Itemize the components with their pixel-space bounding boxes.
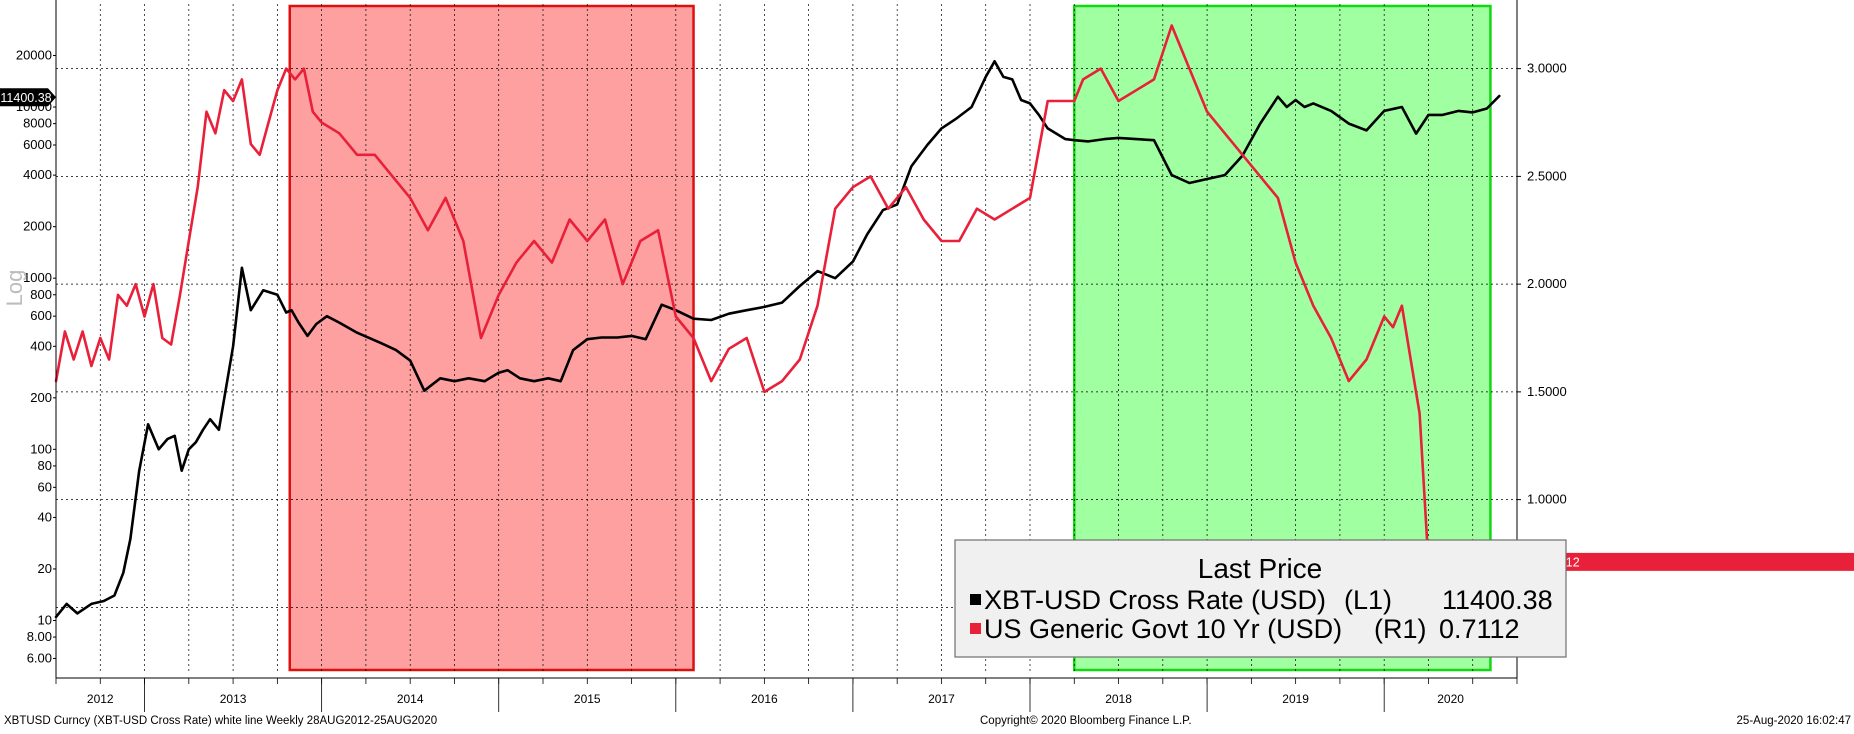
- shaded-region-1: [288, 4, 695, 672]
- left-tick-label: 8000: [23, 116, 52, 131]
- left-tick-label: 400: [30, 338, 52, 353]
- left-axis-label: Log: [2, 270, 27, 307]
- legend-ust-axis: (R1): [1374, 614, 1427, 644]
- legend-box: [954, 539, 1567, 658]
- legend: Last Price XBT-USD Cross Rate (USD) (L1)…: [954, 539, 1567, 658]
- left-tick-label: 100: [30, 441, 52, 456]
- left-tick-label: 80: [38, 458, 52, 473]
- legend-xbt-name: XBT-USD Cross Rate (USD): [984, 585, 1326, 615]
- x-tick-label: 2013: [220, 692, 247, 706]
- x-tick-label: 2012: [87, 692, 114, 706]
- x-tick-label: 2015: [574, 692, 601, 706]
- legend-swatch-ust: [970, 623, 981, 634]
- right-tick-label: 2.5000: [1527, 168, 1567, 183]
- legend-swatch-xbt: [970, 594, 981, 605]
- left-tick-label: 4000: [23, 167, 52, 182]
- left-tick-label: 10: [38, 612, 52, 627]
- right-tick-label: 1.5000: [1527, 384, 1567, 399]
- legend-title: Last Price: [1198, 553, 1323, 584]
- left-tick-label: 20000: [16, 48, 52, 63]
- series-lines: [54, 24, 1501, 619]
- x-tick-label: 2017: [928, 692, 955, 706]
- left-tick-label: 20: [38, 561, 52, 576]
- legend-xbt-value: 11400.38: [1442, 585, 1553, 615]
- left-tick-label: 6000: [23, 137, 52, 152]
- legend-xbt-axis: (L1): [1344, 585, 1392, 615]
- footer-source: XBTUSD Curncy (XBT-USD Cross Rate) white…: [4, 715, 437, 727]
- left-tick-label: 2000: [23, 219, 52, 234]
- x-tick-label: 2019: [1282, 692, 1309, 706]
- x-tick-label: 2020: [1437, 692, 1464, 706]
- series-line-ust: [54, 24, 1501, 598]
- x-tick-label: 2018: [1105, 692, 1132, 706]
- left-tick-label: 8.00: [27, 629, 52, 644]
- right-tick-label: 3.0000: [1527, 61, 1567, 76]
- right-tick-label: 1.0000: [1527, 492, 1567, 507]
- last-value-badge-right: [1522, 552, 1854, 571]
- last-value-badge-left: [0, 88, 56, 107]
- last-value-badges: 11400.380.7112: [0, 88, 1854, 571]
- legend-ust-name: US Generic Govt 10 Yr (USD): [984, 614, 1342, 644]
- left-tick-label: 800: [30, 287, 52, 302]
- right-tick-label: 2.0000: [1527, 276, 1567, 291]
- left-tick-label: 40: [38, 509, 52, 524]
- left-tick-label: 600: [30, 308, 52, 323]
- x-tick-label: 2014: [397, 692, 424, 706]
- legend-ust-value: 0.7112: [1439, 614, 1520, 644]
- series-line-xbt: [54, 59, 1501, 619]
- footer-copyright: Copyright© 2020 Bloomberg Finance L.P.: [980, 715, 1192, 727]
- tick-labels: 6.00 8.00 10 20 40 60 80 100 200 400 600 800 1000 200…: [16, 48, 1567, 712]
- left-tick-label: 6.00: [27, 650, 52, 665]
- left-tick-label: 60: [38, 479, 52, 494]
- last-value-label-left: 11400.38: [0, 91, 51, 105]
- left-tick-label: 200: [30, 390, 52, 405]
- footer-timestamp: 25-Aug-2020 16:02:47: [1737, 715, 1851, 727]
- footer: XBTUSD Curncy (XBT-USD Cross Rate) white…: [4, 715, 1851, 727]
- x-tick-label: 2016: [751, 692, 778, 706]
- left-tick-label: 1000: [23, 270, 52, 285]
